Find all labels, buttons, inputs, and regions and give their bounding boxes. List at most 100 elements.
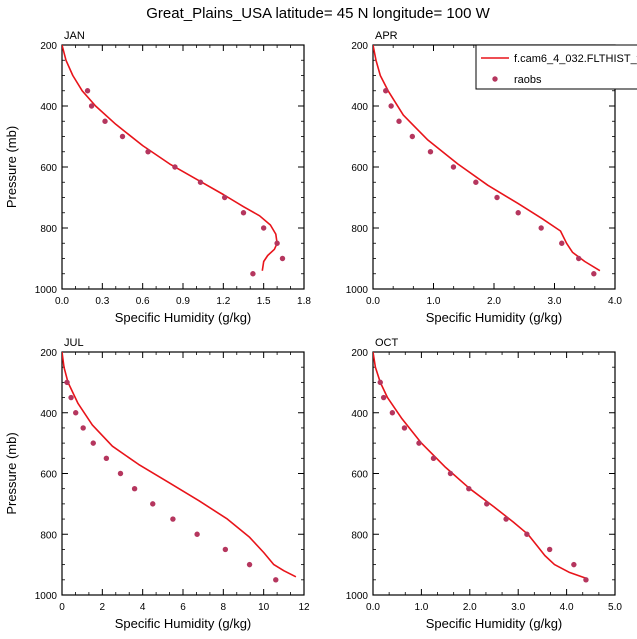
model-profile-line bbox=[373, 45, 601, 272]
y-tick-label: 400 bbox=[351, 102, 368, 113]
x-tick-label: 2.0 bbox=[463, 602, 477, 613]
raobs-point bbox=[383, 88, 389, 94]
y-tick-label: 600 bbox=[40, 163, 57, 174]
raobs-point bbox=[279, 255, 286, 262]
data-area bbox=[373, 352, 589, 583]
raobs-point bbox=[274, 240, 280, 246]
legend-marker-swatch bbox=[492, 76, 498, 82]
x-tick-label: 0.3 bbox=[95, 296, 109, 307]
x-tick-label: 2.0 bbox=[487, 296, 501, 307]
raobs-point bbox=[546, 546, 553, 553]
plot-frame bbox=[61, 351, 305, 596]
x-tick-label: 0 bbox=[59, 602, 65, 613]
x-axis-label: Specific Humidity (g/kg) bbox=[426, 616, 563, 631]
raobs-point bbox=[102, 118, 108, 124]
x-tick-label: 0.0 bbox=[366, 602, 380, 613]
x-tick-label: 4.0 bbox=[560, 602, 574, 613]
raobs-point bbox=[80, 425, 86, 431]
raobs-point bbox=[131, 485, 138, 492]
x-tick-label: 4 bbox=[140, 602, 146, 613]
y-tick-label: 800 bbox=[40, 224, 57, 235]
model-profile-line bbox=[62, 352, 297, 578]
x-tick-label: 10 bbox=[258, 602, 270, 613]
raobs-point bbox=[524, 531, 530, 537]
y-tick-label: 1000 bbox=[346, 285, 369, 296]
raobs-point bbox=[576, 255, 582, 262]
panel-label: JAN bbox=[64, 30, 85, 42]
raobs-point bbox=[389, 410, 396, 416]
y-tick-label: 400 bbox=[40, 409, 57, 420]
y-tick-label: 800 bbox=[351, 530, 368, 541]
raobs-point bbox=[145, 149, 151, 155]
raobs-point bbox=[117, 470, 124, 477]
y-tick-label: 600 bbox=[40, 470, 57, 481]
y-tick-label: 200 bbox=[40, 41, 57, 52]
raobs-point bbox=[447, 470, 454, 477]
x-axis-label: Specific Humidity (g/kg) bbox=[426, 310, 563, 325]
y-tick-label: 800 bbox=[351, 224, 368, 235]
raobs-point bbox=[430, 455, 437, 462]
raobs-point bbox=[273, 577, 279, 583]
raobs-point bbox=[221, 194, 228, 201]
y-tick-label: 200 bbox=[351, 41, 368, 52]
raobs-point bbox=[427, 149, 434, 155]
x-tick-label: 5.0 bbox=[608, 602, 622, 613]
x-tick-label: 3.0 bbox=[548, 296, 562, 307]
raobs-point bbox=[64, 379, 70, 386]
y-tick-label: 800 bbox=[40, 530, 57, 541]
raobs-point bbox=[103, 455, 110, 462]
raobs-point bbox=[473, 179, 479, 185]
y-tick-label: 400 bbox=[40, 102, 57, 113]
x-tick-label: 0.0 bbox=[366, 296, 380, 307]
x-axis-label: Specific Humidity (g/kg) bbox=[115, 310, 252, 325]
x-tick-label: 12 bbox=[298, 602, 310, 613]
raobs-point bbox=[450, 164, 457, 170]
raobs-point bbox=[396, 118, 402, 124]
raobs-point bbox=[377, 379, 383, 386]
raobs-point bbox=[119, 133, 126, 140]
y-tick-label: 400 bbox=[351, 409, 368, 420]
x-tick-label: 6 bbox=[180, 602, 186, 613]
panel-jan: 0.0 0.3 0.6 0.9 1.2 1.5 1.8 200 400 600 800 1000 JAN… bbox=[4, 30, 311, 325]
raobs-point bbox=[260, 225, 267, 231]
y-tick-label: 1000 bbox=[35, 591, 58, 602]
data-area bbox=[373, 45, 601, 277]
x-tick-label: 0.9 bbox=[176, 296, 190, 307]
figure-title: Great_Plains_USA latitude= 45 N longitud… bbox=[146, 5, 490, 22]
y-tick-label: 1000 bbox=[346, 591, 369, 602]
panel-apr: 0.0 1.0 2.0 3.0 4.0 200 400 600 800 1000 APR Specif… bbox=[346, 30, 623, 325]
raobs-point bbox=[416, 440, 422, 446]
legend-box bbox=[475, 44, 637, 90]
plot-frame bbox=[372, 351, 616, 596]
raobs-point bbox=[88, 103, 95, 109]
legend: f.cam6_4_032.FLTHIST_v0a.ne30.dcs_effgw.… bbox=[475, 44, 637, 90]
x-tick-label: 1.0 bbox=[427, 296, 441, 307]
y-tick-label: 600 bbox=[351, 470, 368, 481]
x-tick-label: 0.0 bbox=[55, 296, 69, 307]
raobs-point bbox=[246, 561, 253, 568]
y-tick-label: 200 bbox=[351, 348, 368, 359]
x-tick-label: 2 bbox=[100, 602, 106, 613]
raobs-point bbox=[250, 271, 256, 277]
panel-jul: 0 2 4 6 8 10 12 200 400 600 800 1000 JUL Specific Hum… bbox=[4, 337, 310, 631]
x-tick-label: 1.0 bbox=[414, 602, 428, 613]
raobs-point bbox=[409, 133, 416, 140]
raobs-point bbox=[559, 240, 565, 246]
raobs-point bbox=[591, 271, 597, 277]
x-tick-label: 3.0 bbox=[511, 602, 525, 613]
raobs-point bbox=[68, 394, 74, 401]
data-area bbox=[62, 352, 297, 583]
panel-label: APR bbox=[375, 30, 398, 42]
y-tick-label: 200 bbox=[40, 348, 57, 359]
raobs-point bbox=[90, 440, 96, 446]
panel-label: OCT bbox=[375, 337, 399, 349]
panels: 0.0 0.3 0.6 0.9 1.2 1.5 1.8 200 400 600 800 1000 JAN… bbox=[4, 30, 622, 631]
panel-oct: 0.0 1.0 2.0 3.0 4.0 5.0 200 400 600 800 1000 OCT Spe… bbox=[346, 337, 623, 631]
plot-frame bbox=[61, 44, 305, 290]
x-tick-label: 8 bbox=[221, 602, 227, 613]
raobs-point bbox=[515, 210, 521, 216]
data-area bbox=[62, 45, 286, 277]
raobs-point bbox=[170, 516, 176, 522]
legend-obs-label: raobs bbox=[514, 74, 542, 86]
